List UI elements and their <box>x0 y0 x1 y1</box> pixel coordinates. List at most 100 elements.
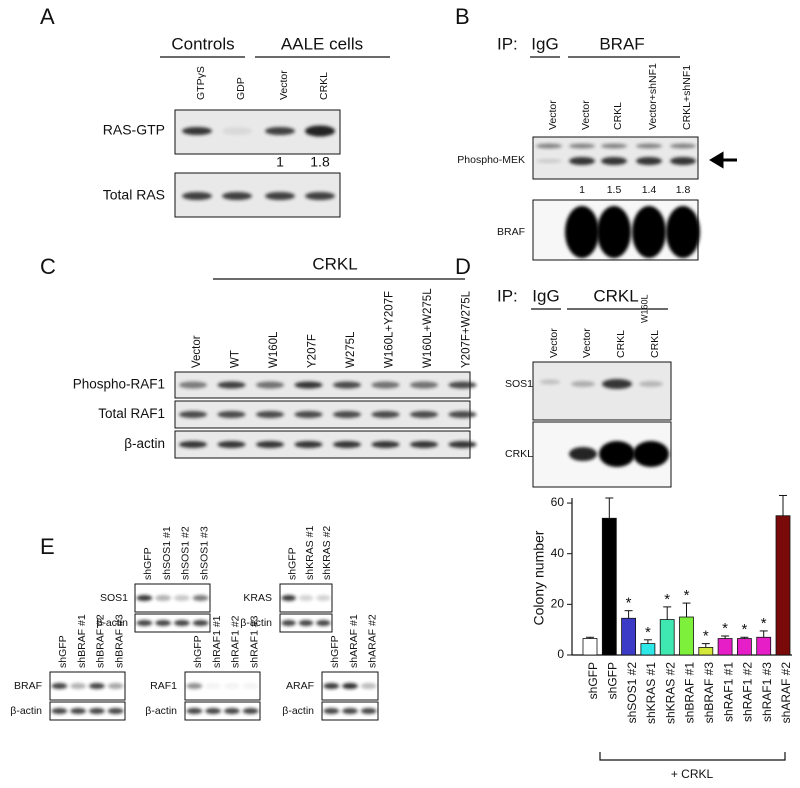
band <box>242 708 259 714</box>
band <box>89 683 105 689</box>
lane-label: shKRAS #1 <box>304 526 316 580</box>
lane-label: Vector <box>278 70 290 100</box>
band <box>136 595 153 601</box>
band <box>182 192 212 200</box>
lane-label: CRKL+shNF1 <box>681 65 693 130</box>
band <box>632 206 666 258</box>
row-label: β-actin <box>96 617 128 629</box>
x-tick-label: shGFP <box>586 662 600 699</box>
significance-mark: * <box>761 615 767 632</box>
bar <box>737 638 752 656</box>
group-label: + CRKL <box>671 767 714 781</box>
lane-label: shSOS1 #3 <box>198 526 210 580</box>
row-label: Phospho-RAF1 <box>73 377 165 392</box>
band <box>342 708 358 714</box>
row-label: CRKL <box>505 448 533 460</box>
band <box>298 620 314 626</box>
lane-label: shGFP <box>192 635 204 668</box>
significance-mark: * <box>664 591 670 608</box>
band <box>281 620 296 626</box>
lane-label: shGFP <box>286 547 298 580</box>
band <box>536 143 562 149</box>
band <box>448 411 477 418</box>
x-tick-label: shBRAF #3 <box>702 662 716 724</box>
band <box>224 708 240 714</box>
lane-label: W275L <box>345 331 357 368</box>
band <box>51 683 68 689</box>
band <box>448 441 477 448</box>
blot-frame <box>532 361 672 421</box>
lane-label: shRAF1 #1 <box>211 615 223 668</box>
x-tick-label: shARAF #2 <box>779 662 793 724</box>
band <box>371 411 400 418</box>
y-axis-title: Colony number <box>531 530 547 625</box>
band <box>222 192 252 200</box>
y-tick-label: 0 <box>557 647 564 661</box>
band <box>323 708 340 714</box>
band <box>174 620 190 626</box>
band <box>256 441 284 448</box>
band <box>633 441 669 467</box>
band <box>70 683 86 689</box>
lane-label: W160L+Y207F <box>384 291 396 368</box>
y-tick-label: 60 <box>551 495 565 509</box>
quantification: 1.8 <box>676 184 691 196</box>
band <box>192 595 209 601</box>
band <box>410 441 438 448</box>
lane-label: GTPγS <box>195 66 207 100</box>
bar <box>698 647 714 656</box>
panel-letter: A <box>40 4 55 29</box>
band <box>639 381 663 387</box>
band <box>360 708 377 714</box>
lane-label: shBRAF #1 <box>76 614 88 668</box>
group-label: Controls <box>171 34 234 53</box>
lane-label: CRKL <box>615 330 627 358</box>
band <box>333 381 361 389</box>
band <box>179 441 207 448</box>
band <box>265 127 295 135</box>
band <box>599 441 635 467</box>
lane-label: WT <box>230 350 242 368</box>
group-label: CRKL <box>593 286 638 305</box>
panel-letter: C <box>40 254 56 279</box>
x-tick-label: shKRAS #2 <box>663 662 677 724</box>
band <box>565 206 599 258</box>
lane-label: Vector+shNF1 <box>647 63 659 130</box>
band <box>597 206 631 258</box>
significance-mark: * <box>741 621 747 638</box>
lane-label: shSOS1 #2 <box>180 526 192 580</box>
lane-label: W160L <box>268 331 280 368</box>
group-label: AALE cells <box>281 34 363 53</box>
blot-frame <box>279 583 333 613</box>
band <box>305 192 335 200</box>
x-tick-label: shBRAF #1 <box>683 662 697 724</box>
band <box>51 708 68 714</box>
lane-label: CRKL <box>612 102 624 130</box>
lane-label: Y207F <box>307 334 319 368</box>
band <box>217 381 246 389</box>
panel-letter: D <box>455 254 471 279</box>
band <box>323 683 340 689</box>
lane-label: shARAF #1 <box>348 614 360 668</box>
row-label: β-actin <box>145 705 177 717</box>
lane-label: shGFP <box>57 635 69 668</box>
band <box>294 411 323 418</box>
significance-mark: * <box>645 624 651 641</box>
row-label: KRAS <box>243 592 272 604</box>
band <box>205 683 221 689</box>
panel-letter: E <box>40 534 55 559</box>
x-tick-label: shRAF1 #3 <box>760 662 774 722</box>
band <box>305 125 335 137</box>
band <box>136 620 153 626</box>
bar <box>640 643 656 656</box>
band <box>636 143 662 149</box>
band <box>316 620 331 626</box>
band <box>222 127 252 135</box>
arrow <box>709 151 737 169</box>
lane-label: CRKL <box>649 330 661 358</box>
bar <box>775 515 791 656</box>
quantification: 1 <box>579 184 585 196</box>
band <box>70 708 86 714</box>
x-tick-label: shRAF1 #1 <box>721 662 735 722</box>
